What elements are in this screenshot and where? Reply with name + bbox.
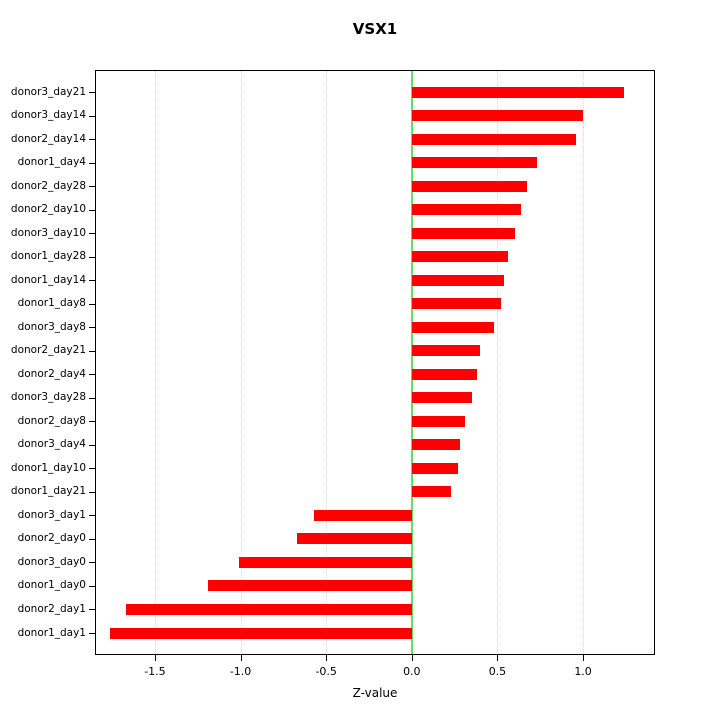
y-category-label: donor1_day10 [10, 461, 86, 474]
y-category-label: donor3_day10 [10, 226, 86, 239]
y-category-label: donor1_day4 [17, 156, 86, 169]
bar [411, 86, 625, 98]
gridline [583, 71, 585, 654]
y-axis-tick [89, 444, 95, 446]
x-tick-label: -1.5 [144, 665, 166, 678]
x-tick-label: 0.5 [488, 665, 507, 678]
bar [411, 227, 515, 239]
x-axis-tick [411, 655, 413, 661]
bar [411, 368, 477, 380]
x-tick-label: -1.0 [229, 665, 252, 678]
bar [297, 533, 412, 545]
y-category-label: donor1_day21 [10, 485, 86, 498]
y-axis-tick [89, 256, 95, 258]
y-category-label: donor1_day0 [17, 579, 86, 592]
y-category-label: donor2_day8 [17, 414, 86, 427]
bar [411, 345, 481, 357]
y-axis-tick [89, 633, 95, 634]
bar [411, 133, 577, 145]
x-axis-tick [326, 655, 328, 661]
y-axis-tick [89, 468, 95, 470]
bar [411, 298, 501, 310]
y-axis-tick [89, 421, 95, 423]
bar [411, 486, 452, 498]
y-axis-tick [89, 303, 95, 305]
y-category-label: donor3_day14 [10, 109, 86, 122]
y-axis-tick [89, 92, 95, 93]
bar [411, 204, 522, 216]
y-axis-tick [89, 209, 95, 211]
y-category-label: donor2_day28 [10, 179, 86, 192]
y-category-label: donor3_day0 [17, 555, 86, 568]
y-axis-tick [89, 562, 95, 564]
y-axis-tick [89, 609, 95, 611]
y-axis-tick [89, 162, 95, 164]
y-category-label: donor3_day1 [17, 508, 86, 521]
x-tick-label: 1.0 [574, 665, 592, 678]
bar [411, 274, 505, 286]
x-axis-label: Z-value [352, 686, 398, 700]
x-axis-tick [240, 655, 242, 661]
y-axis-tick [89, 139, 95, 141]
bar [411, 439, 460, 451]
bar [411, 392, 472, 404]
y-category-label: donor1_day28 [10, 250, 86, 263]
y-category-label: donor2_day1 [17, 602, 86, 615]
y-axis-tick [89, 327, 95, 329]
x-tick-label: -0.5 [315, 665, 337, 678]
y-category-label: donor2_day10 [10, 203, 86, 216]
bar [208, 580, 412, 592]
y-axis-tick [89, 115, 95, 117]
bar [238, 556, 412, 568]
chart-title: VSX1 [352, 20, 398, 38]
y-category-label: donor3_day28 [10, 391, 86, 404]
y-category-label: donor3_day8 [17, 320, 86, 333]
bar [411, 110, 584, 122]
bar [411, 251, 508, 263]
y-axis-tick [89, 491, 95, 493]
y-category-label: donor3_day21 [10, 85, 86, 98]
bar [411, 180, 527, 192]
bar [314, 509, 412, 521]
y-category-label: donor3_day4 [17, 438, 86, 451]
y-axis-tick [89, 233, 95, 235]
y-axis-tick [89, 186, 95, 188]
gridline [497, 71, 499, 654]
y-axis-tick [89, 585, 95, 587]
y-category-label: donor2_day14 [10, 132, 86, 145]
zero-reference-line [410, 71, 413, 654]
bar [411, 415, 465, 427]
x-axis-tick [583, 655, 585, 661]
bar [411, 462, 459, 474]
bar [110, 627, 412, 639]
y-axis-tick [89, 538, 95, 540]
y-category-label: donor2_day21 [10, 344, 86, 357]
x-tick-label: 0.0 [403, 665, 421, 678]
y-axis-tick [89, 515, 95, 517]
y-category-label: donor1_day1 [17, 626, 86, 639]
y-category-label: donor1_day14 [10, 273, 86, 286]
gridline [326, 71, 328, 654]
x-axis-tick [154, 655, 156, 661]
gridline [240, 71, 242, 654]
y-axis-tick [89, 350, 95, 352]
bar [125, 603, 412, 615]
y-category-label: donor2_day0 [17, 532, 86, 545]
gridline [154, 71, 156, 654]
y-axis-tick [89, 280, 95, 282]
x-axis-tick [497, 655, 499, 661]
bar [411, 321, 494, 333]
y-axis-tick [89, 374, 95, 376]
y-category-label: donor2_day4 [17, 367, 86, 380]
bar [411, 157, 537, 169]
y-axis-tick [89, 397, 95, 399]
y-category-label: donor1_day8 [17, 297, 86, 310]
